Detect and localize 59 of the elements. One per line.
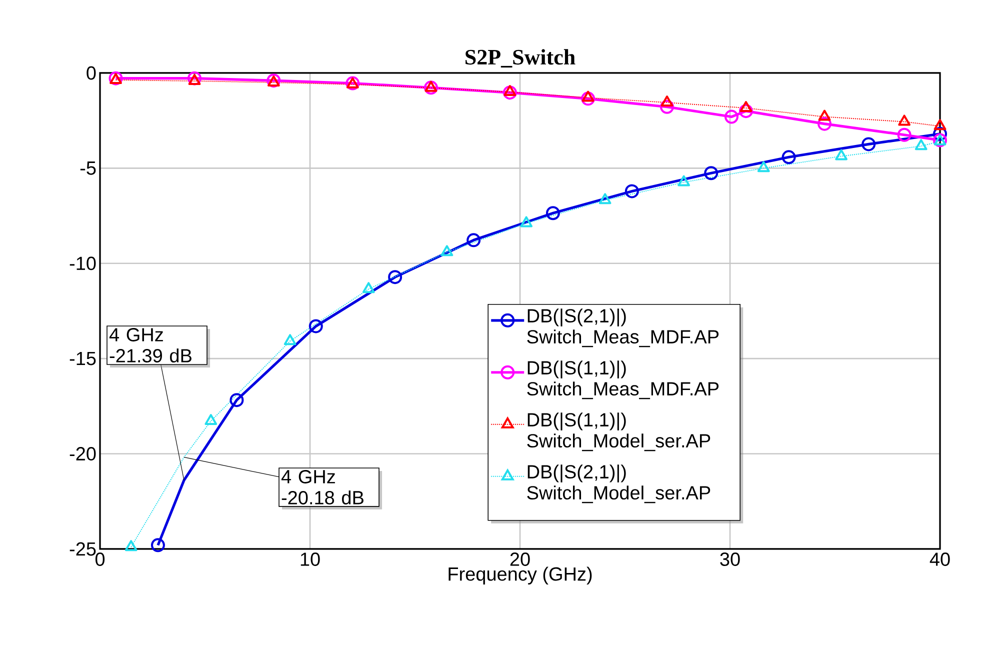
point <box>835 149 848 160</box>
x-tick-label: 10 <box>300 552 320 566</box>
point <box>897 128 912 142</box>
point <box>520 216 533 228</box>
point <box>150 538 165 552</box>
point <box>914 139 928 150</box>
x-tick-label: 40 <box>930 552 950 566</box>
point <box>660 95 674 106</box>
point <box>757 161 770 172</box>
y-tick-label: -20 <box>70 447 96 461</box>
annotation: 4 GHz -20.18 dB <box>281 470 364 504</box>
point <box>704 166 718 180</box>
point <box>581 92 596 106</box>
point <box>933 126 948 141</box>
point <box>124 540 138 552</box>
point <box>818 116 832 131</box>
legend-label: DB(|S(1,1)|) Switch_Model_ser.AP <box>527 412 710 452</box>
legend-label: DB(|S(2,1)|) Switch_Model_ser.AP <box>527 464 710 504</box>
point <box>724 110 738 124</box>
point <box>502 86 517 100</box>
point <box>188 71 202 86</box>
point <box>740 101 752 112</box>
point <box>424 80 438 95</box>
point <box>862 137 876 152</box>
point <box>598 193 612 204</box>
point <box>362 282 375 294</box>
y-tick-label: -15 <box>70 352 96 366</box>
point <box>738 104 753 118</box>
point <box>818 110 831 121</box>
annotation: 4 GHz -21.39 dB <box>109 328 192 362</box>
x-tick-label: 0 <box>95 552 105 566</box>
point <box>624 184 639 198</box>
point <box>934 119 946 130</box>
point <box>440 245 454 256</box>
point <box>424 80 438 92</box>
point <box>546 206 560 220</box>
chart-title: S2P_Switch <box>466 49 576 68</box>
point <box>388 270 402 284</box>
point <box>188 74 201 85</box>
y-tick-label: 0 <box>86 66 96 80</box>
point <box>782 150 796 164</box>
point <box>504 85 516 96</box>
point <box>678 175 690 186</box>
point <box>898 114 911 126</box>
point <box>204 414 218 426</box>
legend-label: DB(|S(1,1)|) Switch_Meas_MDF.AP <box>527 360 719 400</box>
point <box>230 393 244 408</box>
y-tick-label: -10 <box>70 256 96 270</box>
y-tick-label: -25 <box>70 542 96 556</box>
x-axis-title: Frequency (GHz) <box>448 566 592 584</box>
x-tick-label: 30 <box>720 552 740 566</box>
point <box>466 233 481 248</box>
point <box>284 334 296 346</box>
point <box>582 90 594 102</box>
x-tick-label: 20 <box>510 552 530 566</box>
point <box>308 319 323 334</box>
y-tick-label: -5 <box>80 162 96 175</box>
legend-label: DB(|S(2,1)|) Switch_Meas_MDF.AP <box>527 308 719 348</box>
point <box>660 100 674 114</box>
